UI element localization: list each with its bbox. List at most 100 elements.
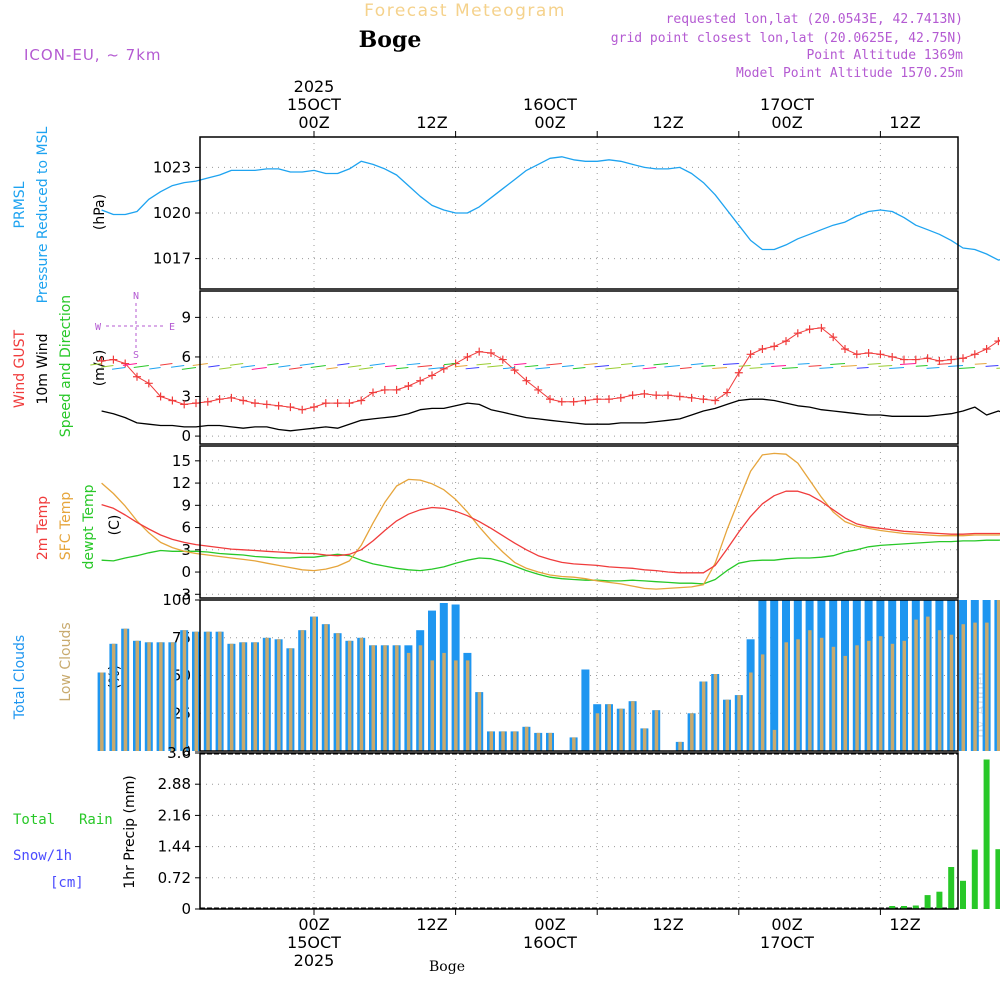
low-cloud-bar bbox=[182, 630, 187, 751]
y-tick-label: 2.88 bbox=[158, 775, 191, 793]
top-hour-tick: 12Z bbox=[416, 113, 447, 132]
grid-point-coords: grid point closest lon,lat (20.0625E, 42… bbox=[611, 31, 963, 46]
low-cloud-bar bbox=[548, 732, 552, 751]
wind-gust-marker bbox=[392, 385, 401, 394]
wind-direction-arrow bbox=[267, 363, 279, 366]
low-cloud-bar bbox=[749, 672, 753, 751]
wind-direction-arrow bbox=[915, 365, 928, 367]
wind-gust-marker bbox=[640, 389, 649, 398]
top-day-17oct: 17OCT bbox=[760, 95, 814, 114]
wind-direction-arrow bbox=[208, 365, 220, 368]
low-cloud-bar bbox=[654, 710, 659, 751]
wind-gust-marker bbox=[793, 329, 802, 338]
precip-snow-label: Snow/1h bbox=[13, 848, 72, 864]
wind-gust-marker bbox=[428, 371, 436, 380]
low-cloud-bar bbox=[371, 645, 375, 751]
y-tick-label: 3 bbox=[181, 388, 191, 406]
wind-gust-marker bbox=[475, 347, 484, 356]
total-cloud-bar bbox=[770, 600, 779, 751]
total-clouds-label: Total Clouds bbox=[12, 635, 28, 720]
wind-direction-arrow bbox=[631, 365, 645, 368]
y-tick-label: 9 bbox=[181, 308, 191, 326]
low-cloud-bar bbox=[336, 633, 340, 751]
low-cloud-bar bbox=[713, 674, 718, 751]
y-tick-label: 6 bbox=[181, 348, 191, 366]
low-cloud-bar bbox=[206, 631, 210, 751]
bottom-hour-tick: 00Z bbox=[298, 915, 329, 934]
pressure-label-prmsl: PRMSL bbox=[12, 181, 28, 228]
top-day-15oct: 15OCT bbox=[287, 95, 341, 114]
bottom-day-17oct: 17OCT bbox=[760, 933, 814, 952]
wind-gust-marker bbox=[369, 388, 377, 397]
low-cloud-bar bbox=[701, 681, 706, 751]
wind-gust-marker bbox=[593, 395, 602, 404]
footer-location: Boge bbox=[429, 959, 465, 975]
low-cloud-bar bbox=[324, 624, 328, 751]
low-cloud-bar bbox=[607, 704, 611, 751]
wind-gust-line bbox=[101, 327, 1000, 411]
wind-gust-marker bbox=[616, 393, 625, 402]
low-cloud-bar bbox=[572, 737, 576, 751]
y-tick-label: 2.16 bbox=[158, 806, 191, 824]
wind-direction-arrow bbox=[782, 367, 798, 370]
low-cloud-bar bbox=[914, 619, 918, 751]
wind-direction-arrow bbox=[502, 367, 515, 370]
wind-direction-arrow bbox=[583, 363, 598, 366]
model-label: ICON-EU, ~ 7km bbox=[24, 46, 162, 64]
precip-bar bbox=[924, 895, 931, 909]
top-hour-tick: 00Z bbox=[298, 113, 329, 132]
top-hour-tick: 00Z bbox=[771, 113, 802, 132]
low-cloud-bar bbox=[395, 645, 399, 751]
y-tick-label: 0 bbox=[181, 900, 191, 918]
wind-gust-marker bbox=[262, 400, 271, 409]
y-tick-label: 0 bbox=[181, 563, 191, 581]
top-year: 2025 bbox=[294, 77, 335, 96]
precip-unit: 1hr Precip (mm) bbox=[122, 775, 138, 888]
wind-gust-marker bbox=[605, 395, 613, 404]
wind-gust-marker bbox=[180, 400, 189, 409]
low-cloud-bar bbox=[725, 699, 729, 751]
compass-w: W bbox=[95, 322, 102, 333]
wind-direction-arrow bbox=[948, 365, 964, 367]
wind-direction-arrow bbox=[443, 363, 456, 366]
wind-direction-arrow bbox=[160, 363, 173, 366]
precip-bar bbox=[971, 849, 978, 909]
wind-direction-arrow bbox=[620, 363, 633, 366]
top-hour-tick: 12Z bbox=[889, 113, 920, 132]
wind-direction-arrow bbox=[170, 365, 185, 368]
wind-gust-marker bbox=[156, 392, 165, 401]
wind-gust-marker bbox=[109, 355, 118, 364]
wind-gust-marker bbox=[734, 368, 743, 377]
wind-gust-marker bbox=[333, 399, 342, 408]
wind-direction-arrow bbox=[219, 367, 232, 370]
dewpoint-line bbox=[101, 539, 1000, 585]
bottom-day-16oct: 16OCT bbox=[523, 933, 577, 952]
low-cloud-bar bbox=[253, 642, 257, 751]
wind-direction-arrow bbox=[465, 367, 480, 370]
wind-gust-marker bbox=[274, 401, 283, 410]
temp-unit: (C) bbox=[107, 515, 123, 536]
y-tick-label: 1.44 bbox=[158, 838, 191, 856]
precip-bar bbox=[948, 867, 955, 909]
low-cloud-bar bbox=[111, 643, 116, 751]
bottom-day-15oct: 15OCT bbox=[287, 933, 341, 952]
low-cloud-bar bbox=[878, 636, 883, 751]
wind-gust-marker bbox=[947, 355, 956, 364]
low-cloud-bar bbox=[123, 628, 128, 751]
wind-direction-arrow bbox=[856, 367, 869, 369]
wind-gust-marker bbox=[581, 396, 590, 405]
wind-gust-marker bbox=[770, 342, 779, 351]
wind-direction-arrow bbox=[476, 363, 492, 366]
low-cloud-bar bbox=[454, 660, 458, 751]
low-cloud-bar bbox=[465, 660, 470, 751]
wind-gust-marker bbox=[687, 393, 696, 402]
low-cloud-bar bbox=[477, 692, 482, 751]
wind-gust-marker bbox=[876, 350, 885, 359]
wind-gust-marker bbox=[251, 399, 259, 408]
low-cloud-bar bbox=[961, 624, 965, 751]
wind-direction-arrow bbox=[594, 365, 610, 368]
wind-gust-marker bbox=[628, 391, 637, 400]
wind-direction-arrow bbox=[181, 367, 197, 370]
wind-gust-marker bbox=[416, 376, 425, 385]
